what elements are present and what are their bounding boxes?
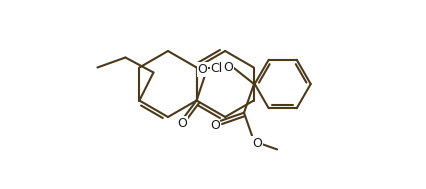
Text: O: O: [210, 119, 220, 132]
Text: O: O: [252, 137, 262, 150]
Text: O: O: [198, 63, 207, 76]
Text: O: O: [223, 61, 233, 74]
Text: Cl: Cl: [210, 62, 223, 75]
Text: O: O: [178, 117, 187, 130]
